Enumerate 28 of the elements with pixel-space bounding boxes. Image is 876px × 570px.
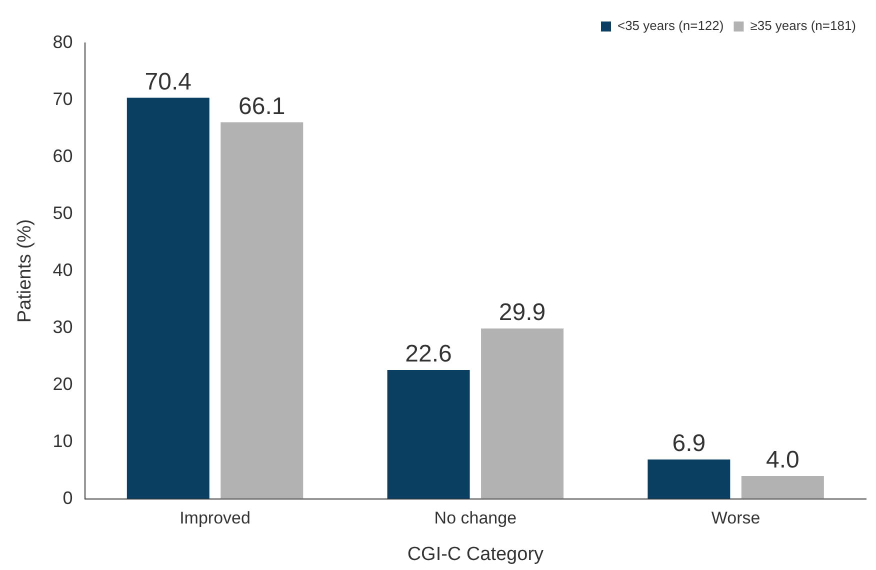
bar [481,328,564,499]
legend-label: <35 years (n=122) [617,18,724,34]
y-tick-label: 50 [52,202,73,223]
data-label: 4.0 [766,446,800,474]
y-tick-label: 10 [52,430,73,451]
y-tick-label: 80 [52,32,73,52]
bar [648,459,730,499]
bar [387,370,470,499]
data-label: 22.6 [405,340,452,368]
x-axis-title: CGI-C Category [407,544,544,565]
x-tick-label: Worse [711,508,760,528]
y-tick-label: 70 [52,88,73,109]
bar [220,122,304,499]
x-tick-label: No change [434,508,517,528]
y-tick-label: 40 [52,260,73,280]
y-tick-label: 30 [52,316,73,337]
y-axis-title: Patients (%) [14,219,36,323]
bar [126,98,210,499]
y-tick-label: 20 [52,374,73,394]
y-tick-label: 0 [62,488,73,508]
bar [741,476,824,499]
data-label: 6.9 [672,430,706,458]
x-tick-label: Improved [180,508,250,528]
data-label: 29.9 [498,299,546,326]
data-label: 66.1 [238,92,286,120]
y-tick-label: 60 [52,146,73,166]
legend-label: ≥35 years (n=181) [750,18,856,34]
data-label: 70.4 [144,68,192,96]
